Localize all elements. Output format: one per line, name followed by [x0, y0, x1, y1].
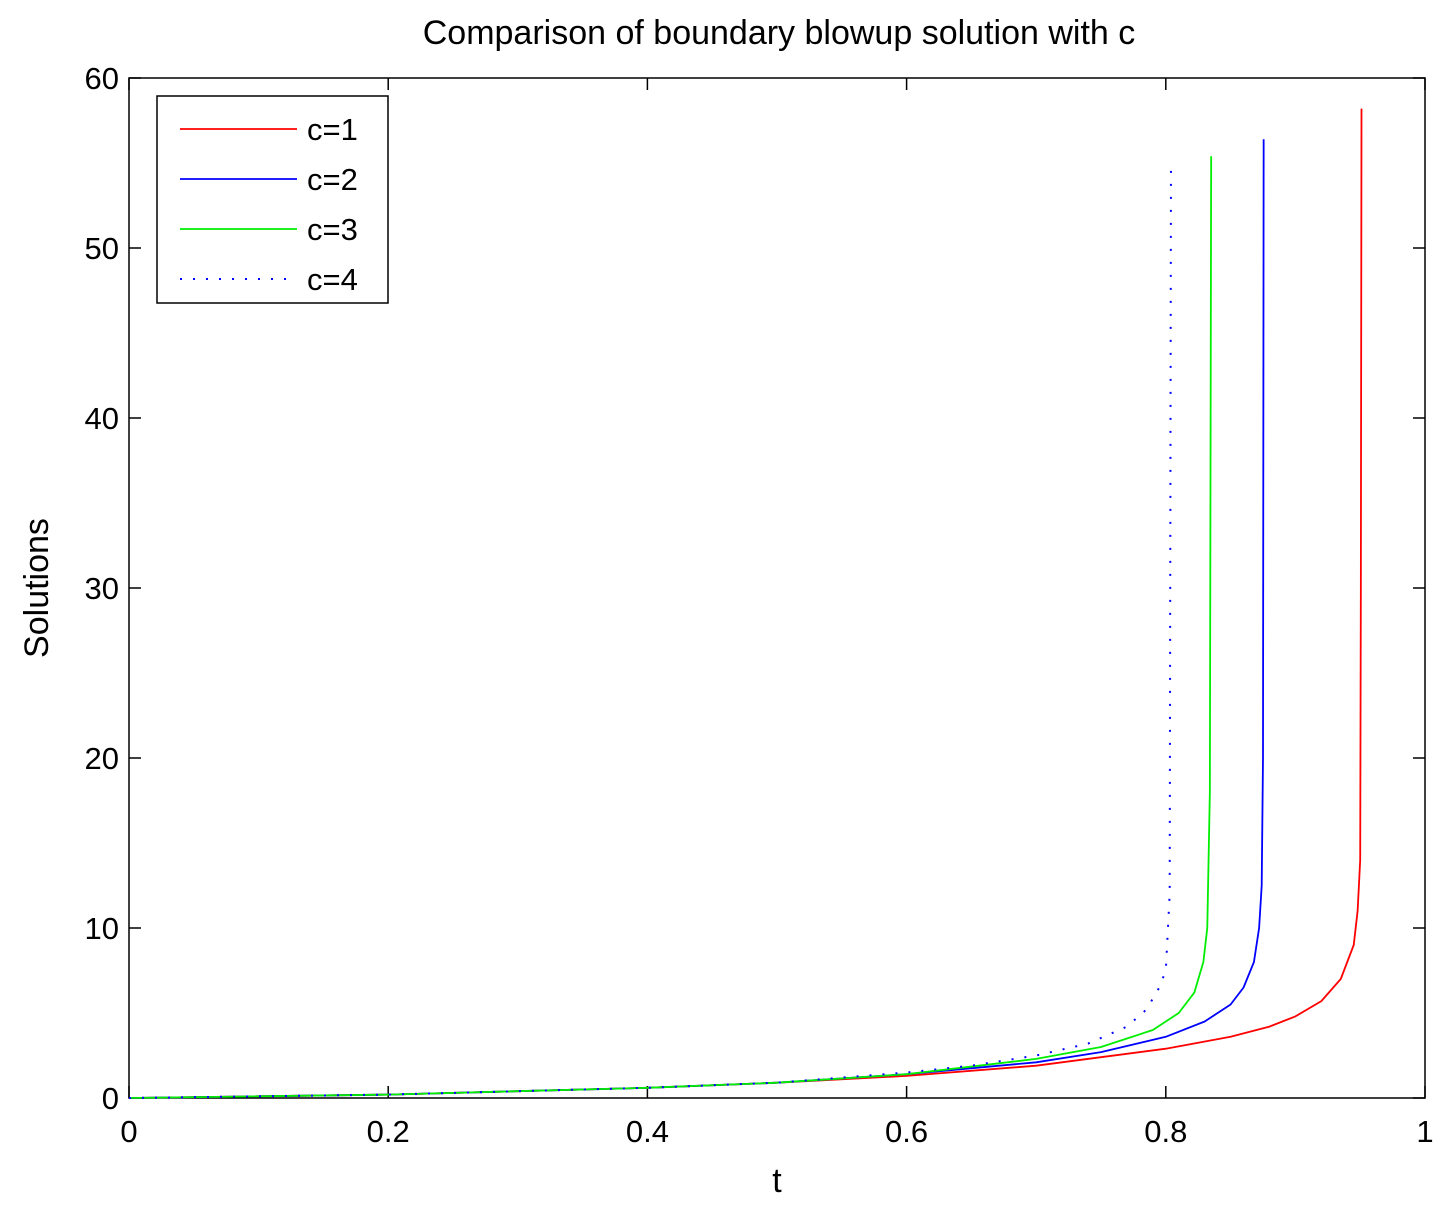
legend-label: c=1 [307, 112, 358, 147]
y-tick-label: 60 [85, 61, 119, 96]
y-tick-label: 0 [102, 1081, 119, 1116]
x-tick-label: 0.4 [626, 1114, 669, 1149]
y-axis: 0 10 20 30 40 50 60 [85, 61, 1425, 1116]
legend-box [156, 95, 389, 304]
y-tick-label: 40 [85, 401, 119, 436]
legend-label: c=2 [307, 162, 358, 197]
legend: c=1 c=2 c=3 c=4 [156, 95, 389, 304]
y-tick-label: 10 [85, 911, 119, 946]
y-tick-label: 20 [85, 741, 119, 776]
x-tick-label: 1 [1416, 1114, 1433, 1149]
x-tick-label: 0.2 [367, 1114, 410, 1149]
chart-title: Comparison of boundary blowup solution w… [423, 14, 1136, 52]
series-line-c3 [128, 156, 1213, 1099]
x-axis-label: t [772, 1162, 782, 1200]
series-layer [128, 108, 1363, 1099]
y-tick-label: 30 [85, 571, 119, 606]
x-axis: 0 0.2 0.4 0.6 0.8 1 [120, 78, 1434, 1149]
x-tick-label: 0.8 [1144, 1114, 1187, 1149]
y-tick-label: 50 [85, 231, 119, 266]
x-tick-label: 0.6 [885, 1114, 928, 1149]
x-tick-label: 0 [120, 1114, 137, 1149]
legend-label: c=4 [307, 262, 358, 297]
legend-label: c=3 [307, 212, 358, 247]
y-axis-label: Solutions [18, 518, 56, 658]
